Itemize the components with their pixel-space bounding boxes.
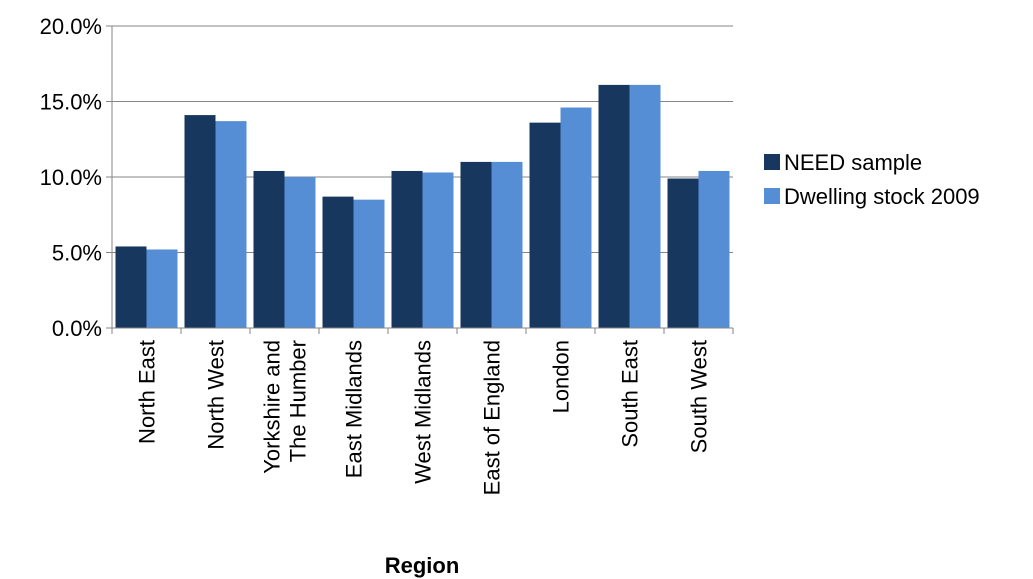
legend-label: Dwelling stock 2009 (784, 184, 980, 209)
bar-need-sample (115, 246, 147, 328)
bar-need-sample (667, 178, 699, 328)
bar-need-sample (460, 161, 492, 328)
bar-need-sample (184, 115, 216, 328)
bar-dwelling-stock (284, 177, 316, 328)
y-tick-label: 5.0% (52, 241, 102, 266)
x-category-label: East Midlands (342, 340, 367, 478)
legend-label: NEED sample (784, 150, 922, 175)
bar-dwelling-stock (629, 84, 661, 328)
y-tick-label: 20.0% (40, 14, 102, 39)
bar-dwelling-stock (146, 249, 178, 328)
y-tick-label: 0.0% (52, 316, 102, 341)
x-category-label: North East (135, 340, 160, 444)
y-tick-label: 15.0% (40, 90, 102, 115)
bar-need-sample (598, 84, 630, 328)
x-category-label: East of England (480, 340, 505, 495)
bars (115, 84, 730, 328)
y-tick-labels: 0.0% 5.0% 10.0% 15.0% 20.0% (40, 14, 102, 341)
x-category-label: Yorkshire and (260, 340, 285, 474)
bar-dwelling-stock (215, 121, 247, 328)
y-tick-label: 10.0% (40, 165, 102, 190)
bar-need-sample (322, 196, 354, 328)
bar-need-sample (529, 122, 561, 328)
x-category-label: North West (204, 340, 229, 450)
x-axis-title: Region (385, 553, 460, 578)
bar-need-sample (253, 170, 285, 328)
legend-swatch (764, 154, 780, 170)
x-category-label: London (549, 340, 574, 413)
x-category-labels: North East North West Yorkshire and The Hum… (135, 340, 712, 495)
bar-dwelling-stock (491, 161, 523, 328)
x-category-label: South West (687, 340, 712, 453)
x-category-label: South East (618, 340, 643, 448)
bar-need-sample (391, 170, 423, 328)
bar-dwelling-stock (422, 172, 454, 328)
x-category-label: West Midlands (411, 340, 436, 484)
x-category-label: The Humber (286, 340, 311, 462)
legend-swatch (764, 188, 780, 204)
axes (106, 25, 734, 334)
bar-dwelling-stock (353, 199, 385, 328)
bar-dwelling-stock (698, 170, 730, 328)
legend: NEED sample Dwelling stock 2009 (764, 150, 980, 209)
bar-dwelling-stock (560, 107, 592, 328)
